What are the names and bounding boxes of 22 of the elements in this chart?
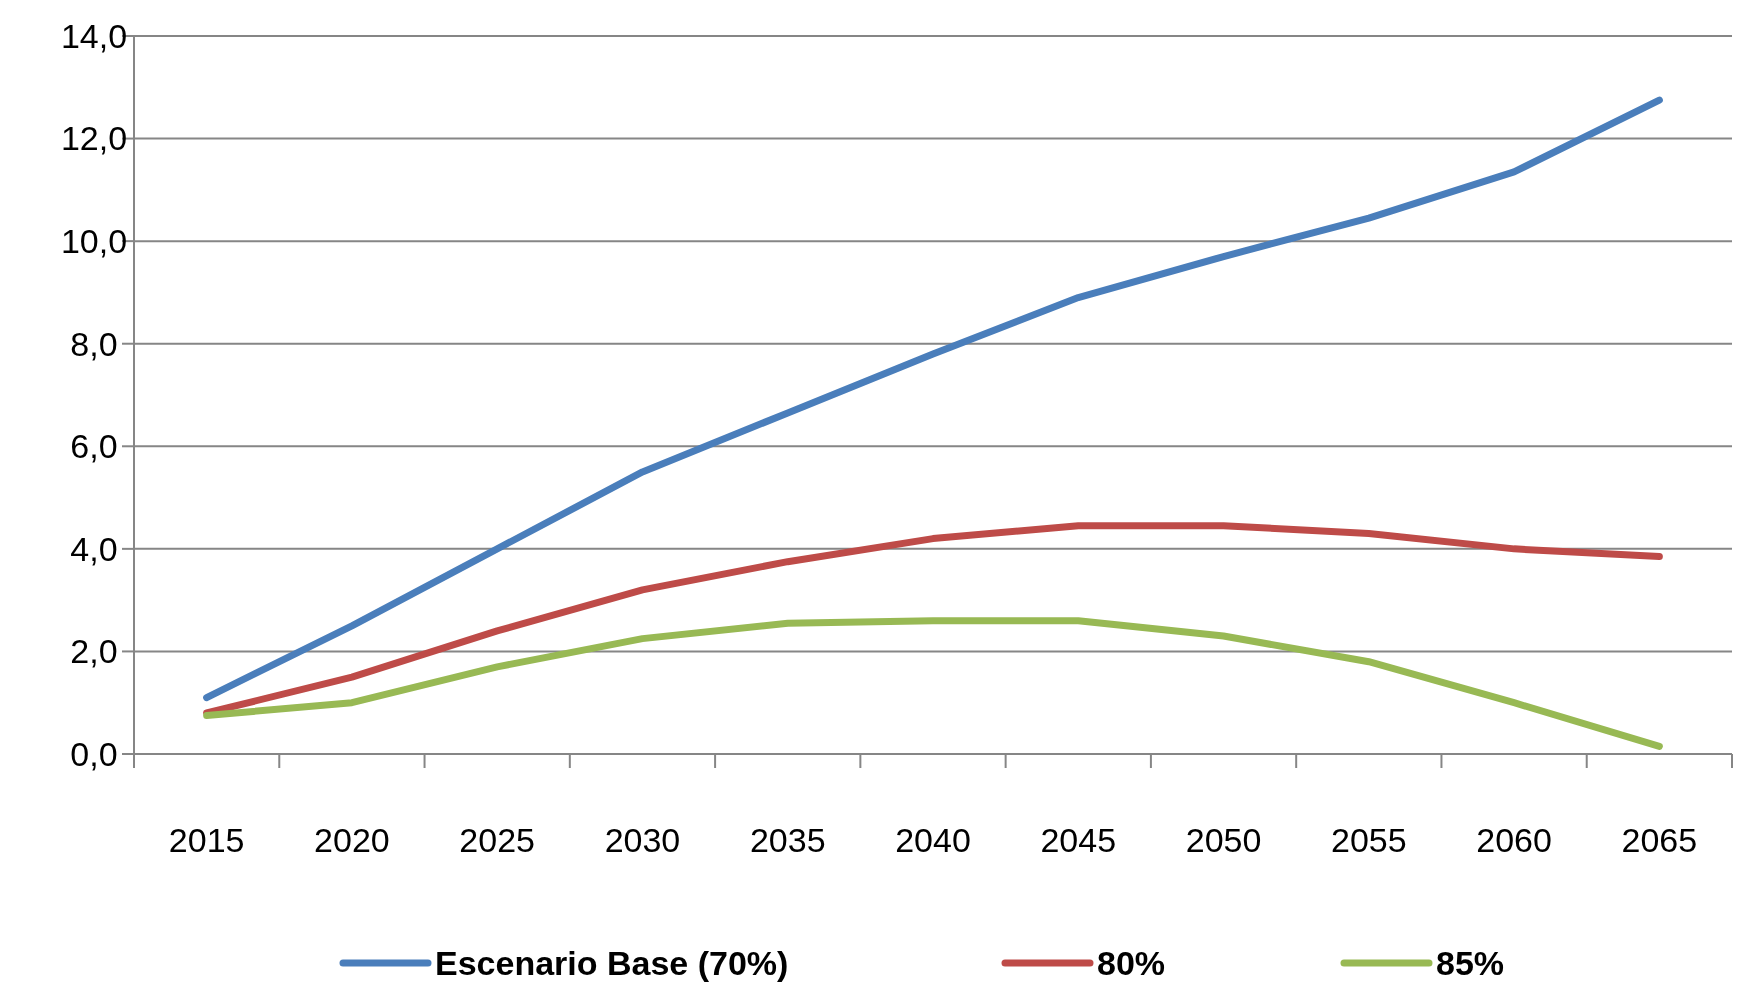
y-tick-label: 6,0 — [70, 427, 118, 466]
x-tick-label: 2020 — [314, 820, 390, 859]
x-tick-label: 2015 — [168, 820, 245, 859]
x-tick-label: 2025 — [459, 820, 535, 859]
x-tick-label: 2065 — [1621, 820, 1698, 859]
y-tick-label: 14,0 — [60, 16, 128, 55]
x-tick-label: 2060 — [1476, 820, 1552, 859]
x-tick-label: 2030 — [604, 820, 681, 859]
y-tick-label: 12,0 — [60, 119, 128, 158]
x-tick-label: 2045 — [1040, 820, 1117, 859]
x-tick-label: 2055 — [1331, 820, 1407, 859]
legend-label: 85% — [1436, 943, 1505, 982]
legend-label: 80% — [1097, 943, 1166, 982]
legend-label: Escenario Base (70%) — [435, 943, 789, 982]
y-tick-label: 10,0 — [60, 222, 128, 261]
y-tick-label: 8,0 — [70, 324, 118, 363]
y-tick-label: 4,0 — [70, 529, 118, 568]
x-tick-label: 2050 — [1185, 820, 1262, 859]
y-tick-label: 2,0 — [70, 632, 118, 671]
y-tick-label: 0,0 — [70, 734, 118, 773]
x-tick-label: 2035 — [749, 820, 826, 859]
x-tick-label: 2040 — [895, 820, 971, 859]
